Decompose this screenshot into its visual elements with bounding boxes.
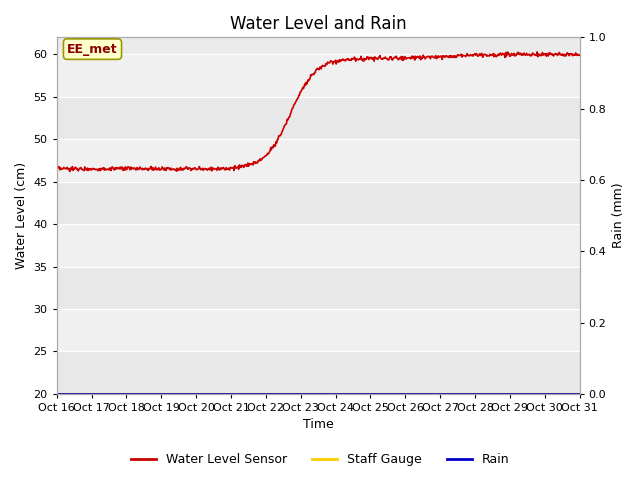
X-axis label: Time: Time	[303, 419, 333, 432]
Text: EE_met: EE_met	[67, 43, 118, 56]
Bar	[57, 224, 580, 266]
Title: Water Level and Rain: Water Level and Rain	[230, 15, 406, 33]
Legend: Water Level Sensor, Staff Gauge, Rain: Water Level Sensor, Staff Gauge, Rain	[125, 448, 515, 471]
Bar	[57, 54, 580, 97]
Y-axis label: Rain (mm): Rain (mm)	[612, 183, 625, 248]
Bar	[57, 97, 580, 139]
Bar	[57, 139, 580, 181]
Bar	[57, 309, 580, 351]
Bar	[57, 351, 580, 394]
Bar	[57, 266, 580, 309]
Bar	[57, 181, 580, 224]
Y-axis label: Water Level (cm): Water Level (cm)	[15, 162, 28, 269]
